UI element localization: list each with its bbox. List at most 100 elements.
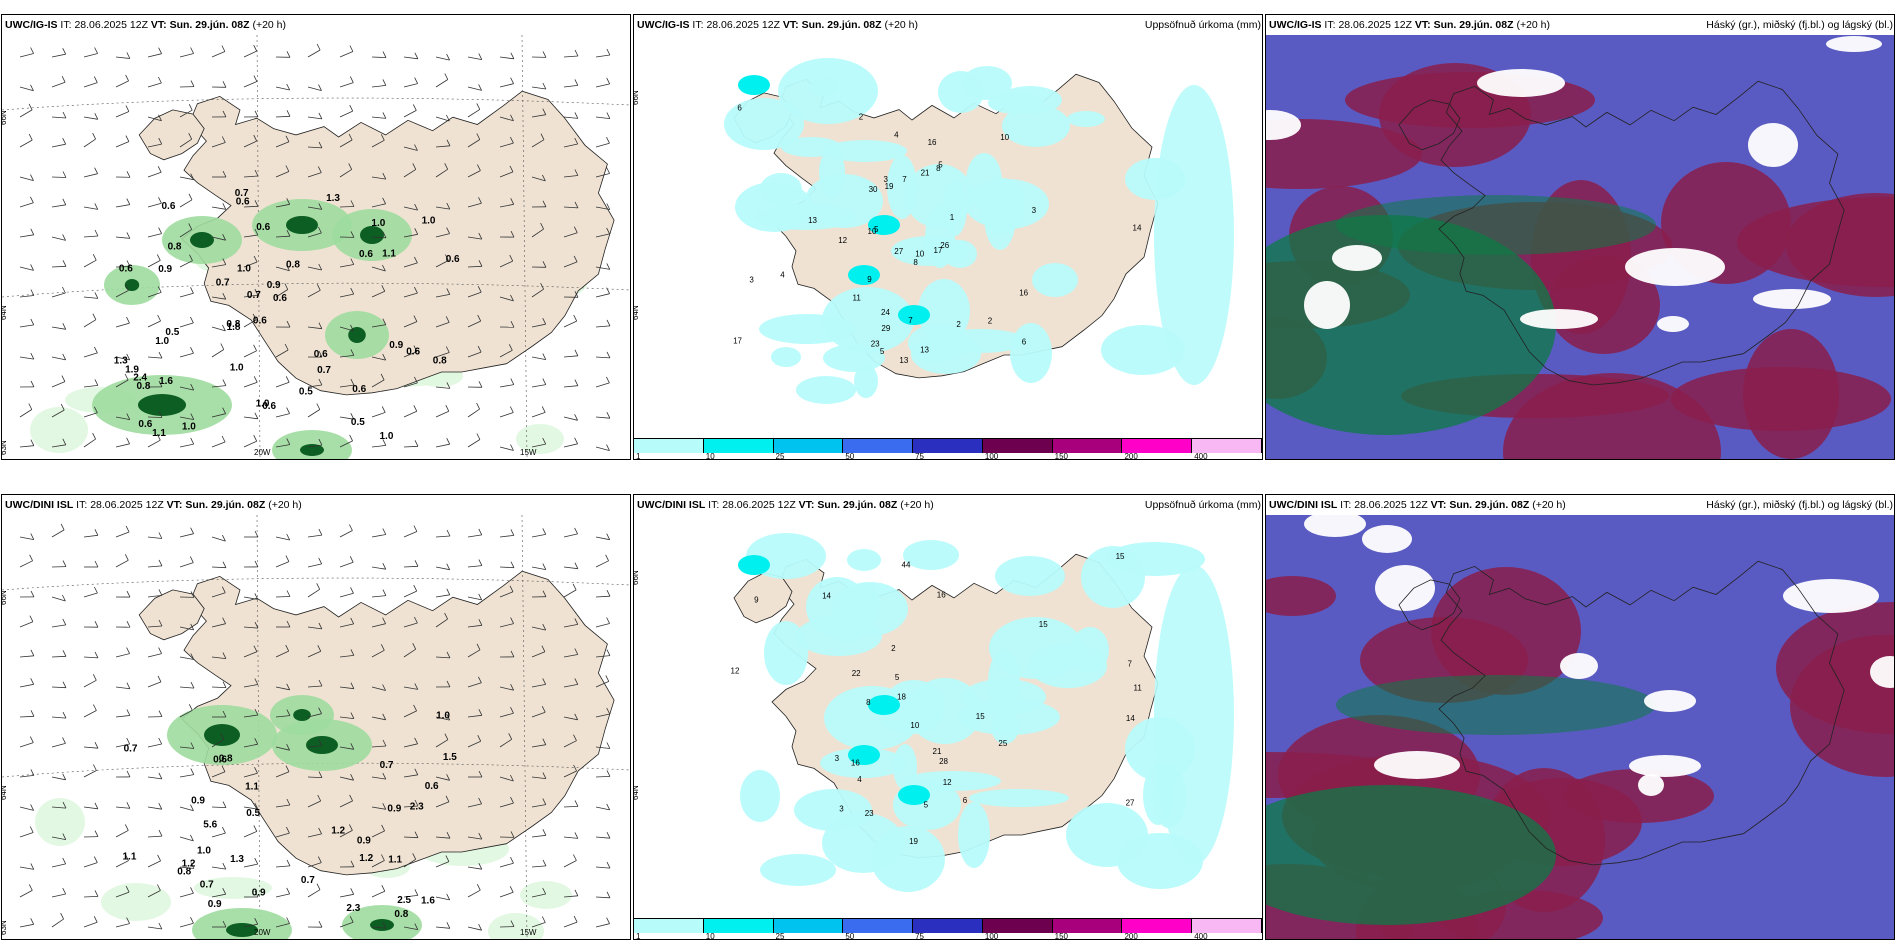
panel-title: Háský (gr.), miðský (fj.bl.) og lágský (… xyxy=(1706,499,1893,511)
value-label: 1 xyxy=(950,213,955,222)
value-label: 0.7 xyxy=(380,760,394,771)
scale-color-segment xyxy=(913,919,983,933)
it-label: IT: xyxy=(76,499,88,511)
value-label: 0.9 xyxy=(357,836,371,847)
value-label: 1.0 xyxy=(371,218,385,229)
vt-label: VT: xyxy=(782,19,799,31)
vt-value: Sun. 29.jún. 08Z xyxy=(185,499,266,511)
lead-time: (+20 h) xyxy=(900,499,934,511)
precip-area xyxy=(847,549,881,571)
value-label: 19 xyxy=(885,182,894,191)
precip-area xyxy=(829,606,867,642)
panel-title: Uppsöfnuð úrkoma (mm) xyxy=(1144,499,1261,511)
precip-color-scale: 1 10 25 50 75 100 150 200 400 xyxy=(634,918,1262,939)
precip-area xyxy=(1066,803,1148,867)
it-value: 28.06.2025 12Z xyxy=(706,19,780,31)
value-label: 1.0 xyxy=(182,421,196,432)
scale-label: 100 xyxy=(984,932,999,940)
precip-area xyxy=(101,883,171,921)
scale-color-segment xyxy=(913,439,983,453)
value-label: 3 xyxy=(749,276,754,285)
precip-area xyxy=(760,854,836,886)
precip-area xyxy=(1010,323,1052,383)
mid-cloud-area xyxy=(1671,367,1891,431)
value-label: 2 xyxy=(956,320,961,329)
precip-area xyxy=(516,424,564,454)
scale-label: 25 xyxy=(775,932,785,940)
longitude-label: 15W xyxy=(520,448,537,457)
precip-area xyxy=(771,347,801,367)
wind-precip-map-bottom: UWC/DINI ISL IT: 28.06.2025 12Z VT: Sun.… xyxy=(1,494,631,940)
vt-value: Sun. 29.jún. 08Z xyxy=(801,19,882,31)
value-label: 13 xyxy=(899,356,908,365)
value-label: 0.7 xyxy=(247,290,261,301)
precip-area xyxy=(1105,542,1205,576)
precip-area xyxy=(760,173,802,205)
value-label: 0.9 xyxy=(387,803,401,814)
value-label: 1.0 xyxy=(237,264,251,275)
value-label: 15 xyxy=(1116,552,1125,561)
iceland-outline xyxy=(1438,80,1845,386)
value-label: 5 xyxy=(938,161,943,170)
clear-sky-area xyxy=(1783,579,1879,613)
scale-color-segment xyxy=(843,919,914,933)
value-label: 0.5 xyxy=(351,417,365,428)
value-label: 1.2 xyxy=(331,826,345,837)
precip-area xyxy=(958,802,990,868)
scale-color-segment xyxy=(634,439,704,453)
precip-area xyxy=(30,407,88,453)
precip-area xyxy=(1154,565,1234,865)
mid-cloud-area xyxy=(1564,769,1714,823)
value-label: 2.3 xyxy=(346,903,360,914)
map-area: 66N 64N 63N 20W 15W 0.6 0.9 0.9 1.0 0.6 0.8 1.3 1.8 1… xyxy=(2,35,630,459)
precip-area xyxy=(1002,105,1070,147)
high-cloud-area xyxy=(1266,785,1556,925)
scale-label: 150 xyxy=(1054,932,1069,940)
precip-area xyxy=(898,785,930,805)
value-label: 16 xyxy=(928,138,937,147)
value-label: 0.6 xyxy=(359,249,373,260)
value-label: 19 xyxy=(909,837,918,846)
latitude-label: 66N xyxy=(2,590,8,605)
value-label: 0.5 xyxy=(165,327,179,338)
precip-area xyxy=(740,770,780,822)
it-value: 28.06.2025 12Z xyxy=(90,499,164,511)
value-label: 1.5 xyxy=(443,752,457,763)
precip-area xyxy=(738,75,770,95)
precip-area xyxy=(1067,111,1105,127)
vt-label: VT: xyxy=(798,499,815,511)
heavy-precip-area xyxy=(124,279,140,291)
value-label: 1.0 xyxy=(380,431,394,442)
scale-label: 400 xyxy=(1194,932,1208,940)
clear-sky-area xyxy=(1638,774,1664,796)
clear-sky-area xyxy=(1753,289,1831,309)
precip-area xyxy=(823,140,907,162)
map-area xyxy=(1266,35,1894,459)
model-name: UWC/IG-IS xyxy=(637,19,690,31)
value-label: 1.0 xyxy=(155,336,169,347)
value-label: 0.8 xyxy=(286,259,300,270)
value-label: 0.7 xyxy=(216,277,230,288)
value-label: 0.8 xyxy=(226,319,240,330)
mid-cloud-area xyxy=(1790,635,1894,777)
precip-area xyxy=(848,745,880,765)
precip-area xyxy=(969,789,1069,807)
precip-area xyxy=(1101,325,1185,375)
value-label: 0.6 xyxy=(352,384,366,395)
scale-label: 75 xyxy=(915,932,925,940)
value-label: 1.0 xyxy=(256,399,270,410)
value-label: 2.3 xyxy=(410,801,424,812)
clear-sky-area xyxy=(1477,69,1565,97)
value-label: 2 xyxy=(988,316,993,325)
mid-cloud-area xyxy=(1266,576,1336,616)
value-label: 0.7 xyxy=(317,365,331,376)
clear-sky-area xyxy=(1304,281,1350,329)
value-label: 12 xyxy=(943,778,952,787)
scale-color-segment xyxy=(1052,439,1123,453)
value-label: 18 xyxy=(897,693,906,702)
wind-barbs xyxy=(19,523,611,931)
value-label: 8 xyxy=(936,164,941,173)
precip-area xyxy=(738,555,770,575)
it-label: IT: xyxy=(1340,499,1352,511)
value-label: 23 xyxy=(865,809,874,818)
